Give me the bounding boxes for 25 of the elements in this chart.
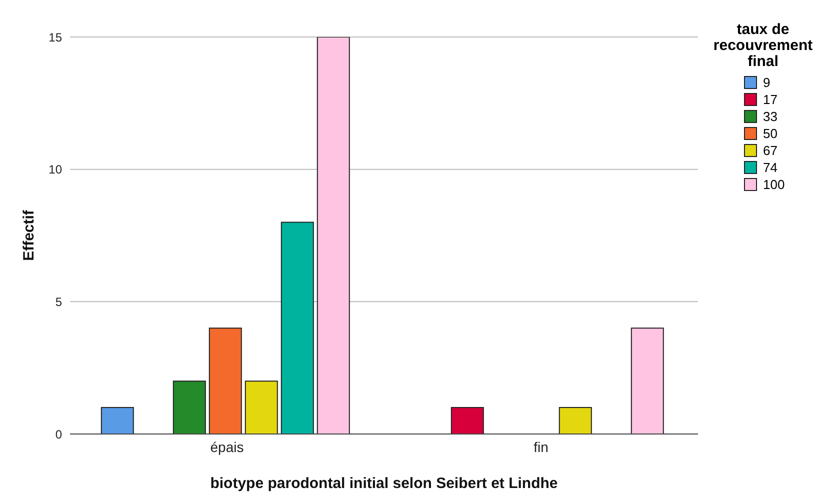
y-tick-label: 0 <box>55 427 62 442</box>
y-tick-label: 15 <box>48 30 62 44</box>
legend-title: taux de recouvrement final <box>712 21 814 70</box>
legend-label: 67 <box>763 143 778 158</box>
x-tick-label: épais <box>210 438 244 455</box>
bar <box>172 380 206 434</box>
legend-label: 100 <box>763 177 785 192</box>
bar <box>244 380 278 434</box>
bar <box>280 222 314 434</box>
legend-label: 33 <box>763 109 778 124</box>
legend-label: 50 <box>763 126 778 141</box>
legend-label: 17 <box>763 92 778 107</box>
bar <box>558 407 592 434</box>
x-tick-label: fin <box>534 438 548 455</box>
bar <box>100 407 134 434</box>
legend-label: 74 <box>763 160 778 175</box>
y-tick-label: 10 <box>48 162 62 177</box>
bar <box>630 328 664 434</box>
y-tick-label: 5 <box>55 294 62 309</box>
bar <box>450 407 484 434</box>
bar <box>208 328 242 434</box>
bar <box>316 37 350 434</box>
legend-label: 9 <box>763 75 770 90</box>
x-axis-title: biotype parodontal initial selon Seibert et Lindhe <box>210 475 558 492</box>
y-axis-title: Effectif <box>20 209 38 261</box>
